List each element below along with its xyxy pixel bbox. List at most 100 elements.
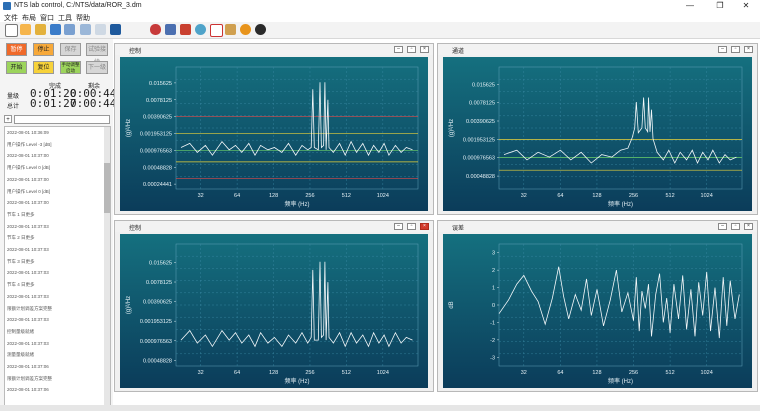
log-entry: 2022-08-01 10:37:00 — [7, 200, 49, 206]
profile-icon[interactable] — [225, 24, 236, 35]
menu-file[interactable]: 文件 — [4, 15, 18, 22]
x-tick-label: 512 — [342, 193, 351, 199]
x-tick-label: 256 — [305, 193, 314, 199]
signal-icon[interactable] — [95, 24, 106, 35]
chart-area[interactable]: 32 64 128 256 512 1024 0.015625 0.0078125 0.0039… — [120, 57, 428, 211]
panel-close-button[interactable]: × — [420, 223, 429, 230]
done-label: 完成 — [49, 84, 62, 90]
x-tick-label: 1024 — [701, 370, 713, 376]
x-tick-label: 64 — [234, 370, 240, 376]
x-tick-label: 128 — [269, 193, 278, 199]
y-tick-label: 3 — [492, 251, 495, 257]
hammer-icon[interactable] — [180, 24, 191, 35]
x-axis-label: 频率 (Hz) — [608, 200, 633, 208]
log-entry: 节车 1 日更多 — [7, 211, 35, 217]
x-axis-label: 频率 (Hz) — [285, 377, 310, 385]
panel-restore-button[interactable]: ▫ — [407, 223, 416, 230]
log-entry: 用户操作 Level 0 [dB] — [7, 188, 51, 194]
log-entry: 限额计划调差方案完整 — [7, 375, 52, 381]
x-tick-label: 1024 — [377, 370, 389, 376]
pause-button[interactable]: 暂停 — [6, 43, 27, 56]
headset-icon[interactable] — [240, 24, 251, 35]
menu-help[interactable]: 帮助 — [76, 15, 90, 22]
chart-area[interactable]: 32 64 128 256 512 1024 0.015625 0.0078125 0.0039… — [120, 234, 428, 388]
x-axis-label: 频率 (Hz) — [285, 200, 310, 208]
minimize-button[interactable]: — — [686, 1, 694, 10]
x-tick-label: 1024 — [377, 193, 389, 199]
total-done-time: 0:01:27 — [30, 97, 77, 110]
open-folder-icon[interactable] — [35, 24, 46, 35]
menu-layout[interactable]: 布局 — [22, 15, 36, 22]
panel-channel: 通道 – ▫ × 32 64 128 256 512 1024 0.015625 0.0078… — [437, 43, 758, 215]
x-tick-label: 32 — [198, 193, 204, 199]
x-tick-label: 32 — [521, 370, 527, 376]
panel-close-button[interactable]: × — [744, 223, 753, 230]
chart-area[interactable]: 32 64 128 256 512 1024 0.015625 0.0078125 0.0039… — [443, 57, 752, 211]
panel-control-top: 控制 – ▫ × 32 64 128 256 512 1024 0.015625 0.0078… — [114, 43, 434, 215]
panel-restore-button[interactable]: ▫ — [731, 223, 740, 230]
toolbar — [0, 22, 760, 39]
y-tick-label: 0.00048828 — [143, 165, 172, 171]
level-done-time: 0:01:20 — [30, 87, 77, 100]
panel-close-button[interactable]: × — [744, 46, 753, 53]
panel-title: 通道 — [452, 49, 465, 55]
car-icon[interactable] — [150, 24, 161, 35]
maximize-button[interactable]: ❐ — [716, 1, 724, 10]
x-axis-label: 频率 (Hz) — [608, 377, 633, 385]
x-tick-label: 1024 — [701, 193, 713, 199]
panel-minimize-button[interactable]: – — [718, 46, 727, 53]
y-tick-label: 0.000976563 — [140, 148, 172, 154]
start-button[interactable]: 开始 — [6, 61, 27, 74]
grid-icon[interactable] — [20, 24, 31, 35]
total-label: 总计 — [7, 104, 20, 110]
log-scroll-thumb[interactable] — [104, 163, 110, 213]
series-line — [503, 97, 737, 164]
x-tick-label: 256 — [629, 370, 638, 376]
waveform-icon[interactable] — [110, 24, 121, 35]
log-scrollbar[interactable] — [104, 127, 110, 408]
panel-restore-button[interactable]: ▫ — [407, 46, 416, 53]
continue-test-button[interactable]: 试验接续 — [86, 43, 108, 66]
x-tick-label: 128 — [269, 370, 278, 376]
menu-window[interactable]: 窗口 — [40, 15, 54, 22]
add-icon[interactable]: + — [4, 115, 12, 123]
off-icon[interactable] — [210, 24, 223, 37]
panel-minimize-button[interactable]: – — [394, 46, 403, 53]
window-title: NTS lab control, C:/NTS/data/ROR_3.dm — [14, 2, 142, 9]
y-axis-label: (g)²/Hz — [126, 296, 132, 314]
export-icon[interactable] — [64, 24, 75, 35]
y-tick-label: -2 — [490, 338, 495, 344]
x-tick-label: 256 — [629, 193, 638, 199]
panel-close-button[interactable]: × — [420, 46, 429, 53]
chart-area[interactable]: 32 64 128 256 512 1024 3 2 1 0 -1 -2 -3 频率 (Hz) dB — [443, 234, 752, 388]
manual-adjust-button[interactable]: 手动调整启动 — [60, 61, 81, 74]
y-tick-label: 0 — [492, 303, 495, 309]
y-tick-label: 0.00024441 — [143, 182, 172, 188]
x-tick-label: 32 — [521, 193, 527, 199]
peak-icon[interactable] — [165, 24, 176, 35]
event-log[interactable]: 2022-08-01 10:36:09 用户操作 Level -3 [dB] 202… — [4, 126, 111, 409]
level-remain-time: 0:00:44 — [70, 87, 117, 100]
x-tick-label: 128 — [592, 370, 601, 376]
x-tick-label: 64 — [557, 193, 563, 199]
filter-input[interactable] — [14, 115, 110, 124]
y-tick-label: 0.001953125 — [463, 137, 495, 143]
reset-button[interactable]: 复位 — [33, 61, 54, 74]
next-level-button[interactable]: 下一级 — [86, 61, 108, 74]
panel-restore-button[interactable]: ▫ — [731, 46, 740, 53]
new-file-icon[interactable] — [5, 24, 18, 37]
x-tick-label: 512 — [666, 370, 675, 376]
panel-minimize-button[interactable]: – — [394, 223, 403, 230]
stop-button[interactable]: 停止 — [33, 43, 54, 56]
x-tick-label: 128 — [592, 193, 601, 199]
zoom-icon[interactable] — [195, 24, 206, 35]
y-tick-label: -3 — [490, 355, 495, 361]
panel-minimize-button[interactable]: – — [718, 223, 727, 230]
stop-icon[interactable] — [255, 24, 266, 35]
menu-tools[interactable]: 工具 — [58, 15, 72, 22]
save-button[interactable]: 保存 — [60, 43, 81, 56]
save-icon[interactable] — [50, 24, 61, 35]
y-tick-label: 0.00390625 — [466, 119, 495, 125]
edit-icon[interactable] — [80, 24, 91, 35]
close-button[interactable]: ✕ — [742, 1, 750, 10]
